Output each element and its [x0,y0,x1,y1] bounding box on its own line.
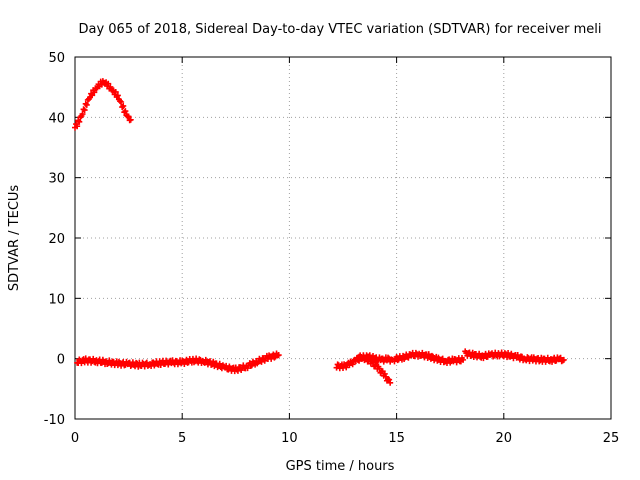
data-point [117,98,124,105]
series-segment-4 [391,349,467,367]
data-point [381,370,388,377]
series-segment-5 [462,348,567,365]
data-point [275,352,282,359]
data-point [127,116,134,123]
y-tick-label: -10 [44,413,65,428]
data-point [120,102,127,109]
y-tick-label: 20 [48,232,65,247]
data-point [91,89,98,96]
data-point [476,350,483,357]
series-segment-3 [355,352,394,386]
data-point [560,356,567,363]
x-tick-label: 25 [603,431,620,446]
data-point [244,365,251,372]
data-point [93,85,100,92]
data-point [405,354,412,361]
data-point [74,123,81,130]
data-point [112,88,119,95]
y-tick-label: 50 [48,51,65,66]
data-point [258,358,265,365]
data-point [368,358,375,365]
data-point [216,360,223,367]
data-point [363,354,370,361]
data-marks [72,78,567,386]
data-point [122,108,129,115]
data-point [425,351,432,358]
data-point [370,359,377,366]
y-tick-label: 40 [48,111,65,126]
axis-ticks: 0 5 10 15 20 25 -10 0 10 20 30 40 50 [44,51,620,446]
data-point [81,107,88,114]
data-point [121,109,128,116]
data-point [107,83,114,90]
data-point [165,361,172,368]
data-point [125,113,132,120]
data-point [439,355,446,362]
data-point [385,354,392,361]
data-point [386,376,393,383]
data-point [118,98,125,105]
data-point [83,101,90,108]
data-point [544,354,551,361]
x-tick-label: 10 [281,431,298,446]
x-tick-label: 5 [178,431,186,446]
y-tick-label: 30 [48,172,65,187]
data-point [89,92,96,99]
data-point [234,367,241,374]
data-point [76,118,83,125]
data-point [78,360,85,367]
x-tick-label: 0 [71,431,79,446]
chart-title: Day 065 of 2018, Sidereal Day-to-day VTE… [78,22,601,37]
data-point [387,379,394,386]
data-point [391,358,398,365]
data-point [268,355,275,362]
data-point [460,356,467,363]
x-tick-label: 20 [496,431,513,446]
data-point [428,352,435,359]
data-point [90,355,97,362]
y-tick-label: 0 [57,353,65,368]
data-point [343,364,350,371]
x-tick-label: 15 [388,431,405,446]
data-point [349,361,356,368]
y-axis-label: SDTVAR / TECUs [7,185,22,292]
y-tick-label: 10 [48,292,65,307]
grid-lines [75,57,611,419]
series-arc-early [72,78,134,131]
data-point [82,100,89,107]
data-point [79,111,86,118]
data-point [119,104,126,111]
data-point [105,80,112,87]
data-point [114,92,121,99]
series-segment-1 [74,350,282,375]
x-axis-label: GPS time / hours [286,459,395,474]
data-point [271,354,278,361]
data-point [376,365,383,372]
